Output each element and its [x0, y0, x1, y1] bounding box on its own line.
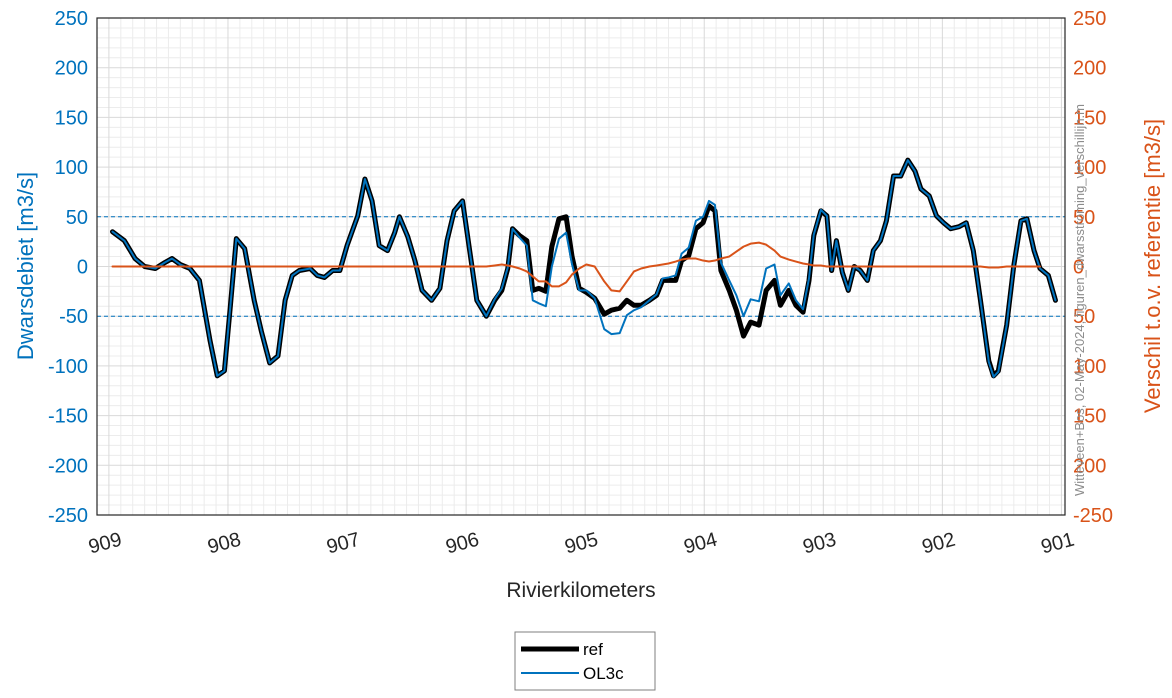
y2-tick-label: 50 [1073, 207, 1095, 229]
data-line [111, 159, 1057, 378]
y-axis-label: Dwarsdebiet [m3/s] [13, 172, 38, 360]
y-tick-label: -150 [48, 406, 88, 428]
legend: ref OL3c [514, 631, 656, 691]
y2-tick-label: 0 [1073, 257, 1084, 279]
axes-box [96, 17, 1066, 516]
y-tick-label: -250 [48, 505, 88, 527]
y2-tick-label: 50 [1073, 306, 1095, 328]
y2-tick-label: 150 [1073, 107, 1106, 129]
y-tick-label: -100 [48, 356, 88, 378]
y-tick-label: 200 [55, 58, 88, 80]
legend-box [514, 631, 656, 691]
plot-area [97, 157, 1065, 379]
y2-tick-label: 150 [1073, 406, 1106, 428]
y2-tick-label: 100 [1073, 157, 1106, 179]
y-tick-label: 250 [55, 8, 88, 30]
y-tick-label: 0 [77, 257, 88, 279]
y2-tick-label: 200 [1073, 58, 1106, 80]
y2-tick-label: -250 [1073, 505, 1113, 527]
y-tick-label: 150 [55, 107, 88, 129]
y2-axis-label: Verschil t.o.v. referentie [m3/s] [1140, 119, 1165, 413]
legend-label: OL3c [583, 664, 624, 683]
y-tick-label: 100 [55, 157, 88, 179]
watermark: Witteveen+Bos, 02-May-2024, figuren_dwar… [1072, 104, 1087, 496]
y-tick-label: -50 [59, 306, 88, 328]
y2-tick-label: 250 [1073, 8, 1106, 30]
y2-tick-label: 200 [1073, 455, 1106, 477]
x-axis-label: Rivierkilometers [506, 579, 655, 602]
data-line [111, 241, 1041, 293]
y-tick-label: 50 [66, 207, 88, 229]
y2-tick-label: 100 [1073, 356, 1106, 378]
y-tick-label: -200 [48, 455, 88, 477]
legend-label: ref [583, 640, 603, 659]
labels: 909 908 907 906 905 904 903 902 901-250-200-150-… [48, 8, 1113, 558]
